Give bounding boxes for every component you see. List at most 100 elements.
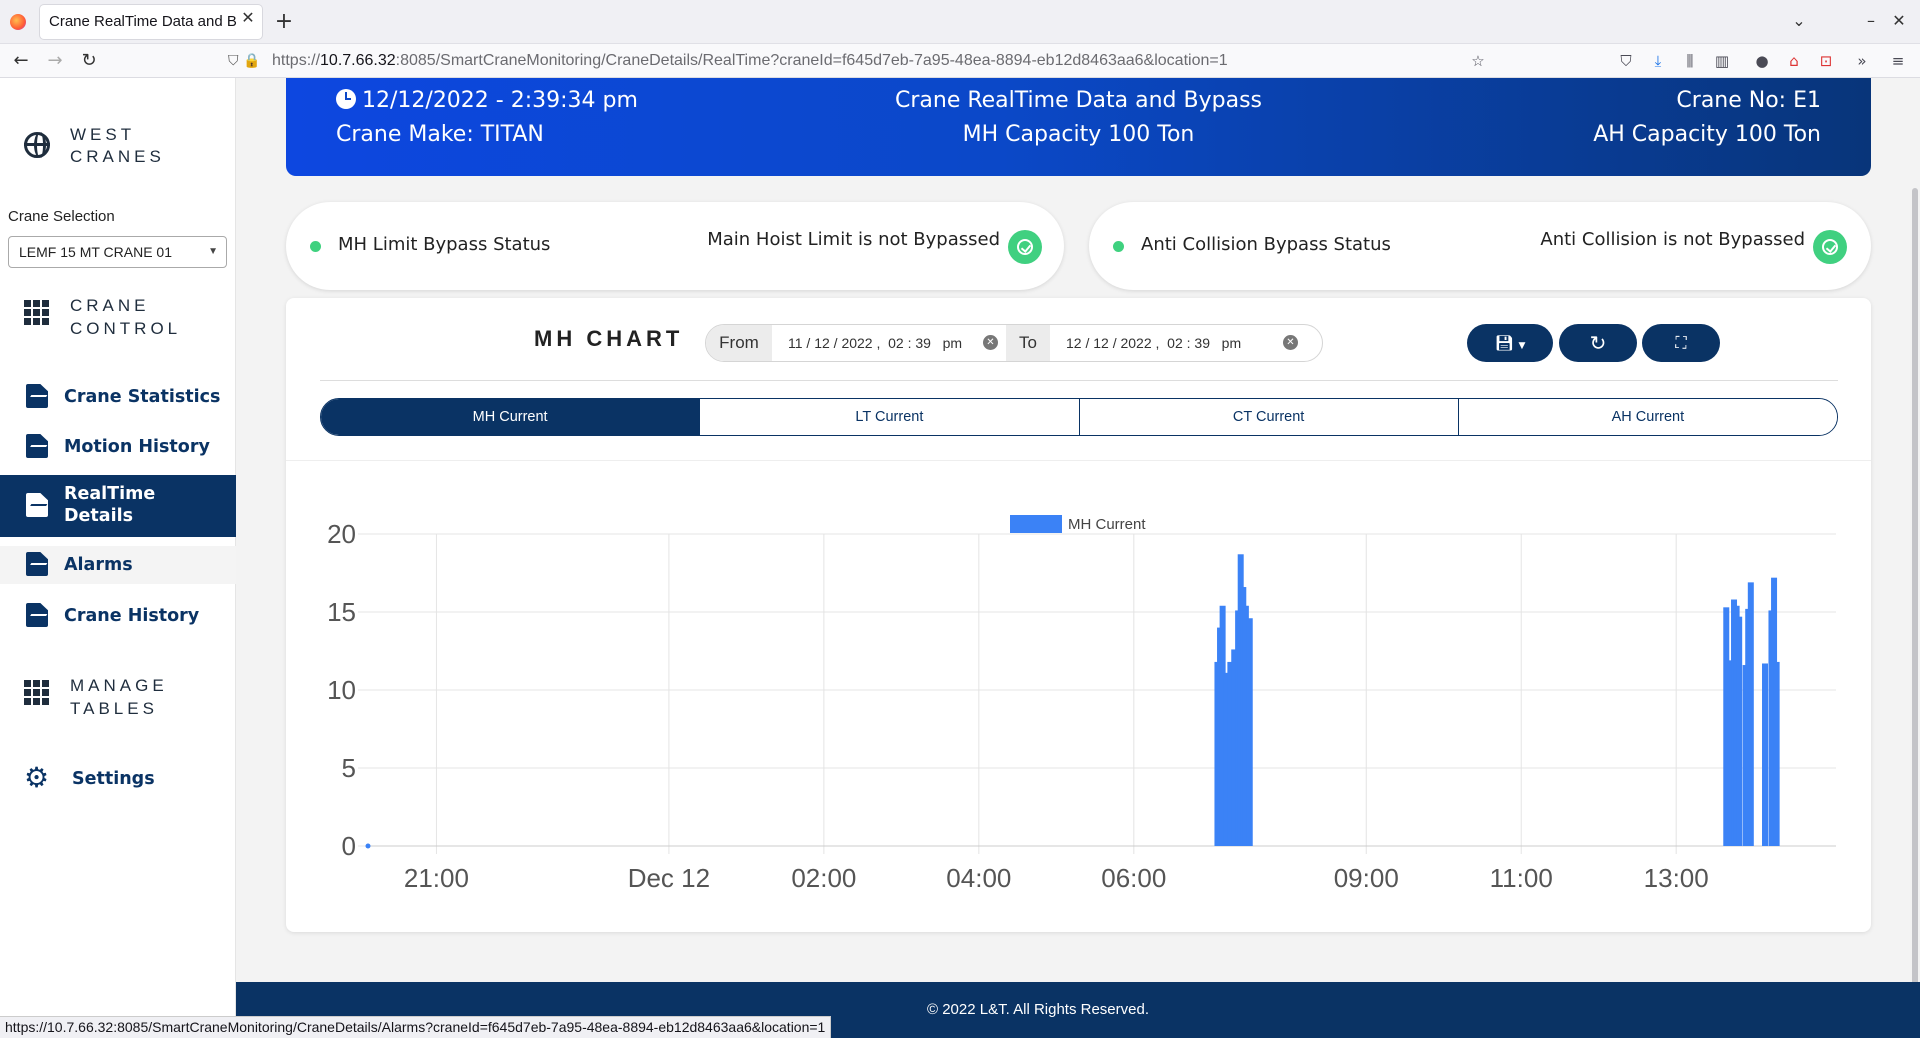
extension-icon[interactable]: ● [1755,52,1769,70]
crane-select[interactable]: LEMF 15 MT CRANE 01 ▼ [8,236,227,268]
library-icon[interactable]: ⫼ [1686,52,1694,70]
sidebar-item-label: RealTime Details [64,484,156,526]
save-dropdown-button[interactable]: 💾︎ ▼ [1467,324,1553,362]
crane-no: Crane No: E1 [1676,88,1821,113]
tab-mh-current[interactable]: MH Current [321,399,701,435]
chart-bar [1747,582,1754,846]
browser-tab[interactable]: Crane RealTime Data and B [40,5,262,39]
y-tick-label: 0 [342,831,356,861]
close-window-icon[interactable]: ✕ [1892,11,1906,30]
save-icon: 💾︎ [1494,334,1514,352]
tab-lt-current[interactable]: LT Current [700,399,1080,435]
chart-separator [286,460,1871,461]
menu-icon[interactable]: ≡ [1891,52,1905,70]
new-tab-icon[interactable]: + [274,9,294,34]
tab-ah-current[interactable]: AH Current [1458,399,1837,435]
clock-icon [336,89,356,109]
chart-bar [1231,649,1238,846]
y-tick-label: 15 [327,597,356,627]
datetime-text: 12/12/2022 - 2:39:34 pm [362,88,638,113]
screenshot-icon[interactable]: ⊡ [1819,52,1833,70]
refresh-icon: ↻ [1589,331,1607,355]
ah-capacity: AH Capacity 100 Ton [1593,122,1821,147]
crane-select-value: LEMF 15 MT CRANE 01 [19,244,173,260]
check-circle-icon [1008,230,1042,264]
x-tick-label: 09:00 [1334,863,1399,893]
forward-icon[interactable]: → [47,50,63,71]
close-tab-icon[interactable]: ✕ [241,8,255,27]
x-tick-label: 11:00 [1490,863,1553,893]
sidebar-item-crane-history[interactable]: Crane History [0,597,236,635]
header-banner: 12/12/2022 - 2:39:34 pm Crane Make: TITA… [286,78,1871,176]
browser-tab-bar: Crane RealTime Data and B ✕ + ⌄ – ✕ [0,0,1920,44]
page-scrollbar[interactable] [1912,188,1918,988]
chart-bar [1227,661,1234,846]
sidebar-item-crane-statistics[interactable]: Crane Statistics [0,378,236,416]
date-range: From 11 / 12 / 2022 , 02 : 39 pm ✕ To 12… [705,324,1323,362]
chart-bar [1723,607,1730,846]
x-tick-label: 02:00 [791,863,856,893]
tab-ct-current[interactable]: CT Current [1079,399,1459,435]
mh-bypass-status-card: MH Limit Bypass Status Main Hoist Limit … [286,202,1064,290]
grid-icon [24,680,49,705]
minimize-icon[interactable]: – [1867,11,1875,30]
x-tick-label: 04:00 [946,863,1011,893]
sidebar-item-alarms[interactable]: Alarms [0,546,236,584]
clear-from-icon[interactable]: ✕ [983,335,998,350]
sidebar-item-settings[interactable]: ⚙ Settings [0,760,236,798]
sidebar-item-motion-history[interactable]: Motion History [0,428,236,466]
fullscreen-button[interactable]: ⛶ [1642,324,1720,362]
x-tick-label: 21:00 [404,863,469,893]
refresh-button[interactable]: ↻ [1559,324,1637,362]
from-label: From [706,325,772,361]
y-tick-label: 20 [327,519,356,549]
extension-red-icon[interactable]: ⌂ [1789,52,1799,70]
chart-bar [1762,663,1769,846]
x-tick-label: 13:00 [1644,863,1709,893]
download-icon[interactable]: ⤓ [1654,52,1662,70]
back-icon[interactable]: ← [13,50,29,71]
ac-bypass-status-card: Anti Collision Bypass Status Anti Collis… [1089,202,1871,290]
brand-name: WEST CRANES [70,125,165,166]
reload-icon[interactable]: ↻ [81,50,97,71]
sidebar-item-realtime-details[interactable]: RealTime Details [0,475,236,537]
firefox-icon[interactable] [10,14,26,30]
url-path: :8085/SmartCraneMonitoring/CraneDetails/… [395,52,1228,69]
chart-bar [1223,672,1230,846]
chart-bar [1727,660,1734,846]
chart-bar [1242,605,1249,846]
sidebar-item-label: Crane Statistics [64,387,221,407]
crane-selection-label: Crane Selection [8,208,115,225]
check-circle-icon [1813,230,1847,264]
pocket-icon[interactable]: ⛉ [1620,52,1632,70]
x-tick-label: Dec 12 [628,863,710,893]
crane-control-label: CRANE CONTROL [70,296,182,338]
overflow-icon[interactable]: » [1857,52,1867,70]
from-date-input[interactable]: 11 / 12 / 2022 , 02 : 39 pm [788,335,963,351]
shield-lock-icon[interactable]: ⛉ 🔒 [228,53,261,69]
status-dot [310,241,321,252]
list-tabs-icon[interactable]: ⌄ [1792,11,1806,30]
to-label: To [1006,325,1050,361]
url-bar[interactable]: https://10.7.66.32:8085/SmartCraneMonito… [222,47,1480,75]
ac-bypass-value: Anti Collision is not Bypassed [1540,229,1805,250]
data-point [365,843,371,849]
sidebar-item-label: Crane History [64,606,200,626]
gears-icon: ⚙ [24,761,50,794]
crane-make: Crane Make: TITAN [336,122,544,147]
y-tick-label: 10 [327,675,356,705]
legend-label: MH Current [1068,516,1146,533]
clear-to-icon[interactable]: ✕ [1283,335,1298,350]
chevron-down-icon: ▼ [208,246,218,257]
chart-bar [1773,661,1780,846]
manage-tables-label: MANAGE TABLES [70,676,168,718]
sidebar-item-label: Alarms [64,555,133,575]
bookmark-star-icon[interactable]: ☆ [1471,52,1485,70]
mh-current-chart: 0 5 10 15 20 21:00 Dec 12 02:00 04:00 06:00 09:00 1… [327,515,1836,893]
expand-icon: ⛶ [1675,333,1687,352]
sidebar-icon[interactable]: ▥ [1714,52,1730,70]
chart-title: MH CHART [534,326,684,351]
to-date-input[interactable]: 12 / 12 / 2022 , 02 : 39 pm [1066,335,1242,351]
url-host: 10.7.66.32 [320,52,396,69]
chart-bar [1736,616,1743,846]
